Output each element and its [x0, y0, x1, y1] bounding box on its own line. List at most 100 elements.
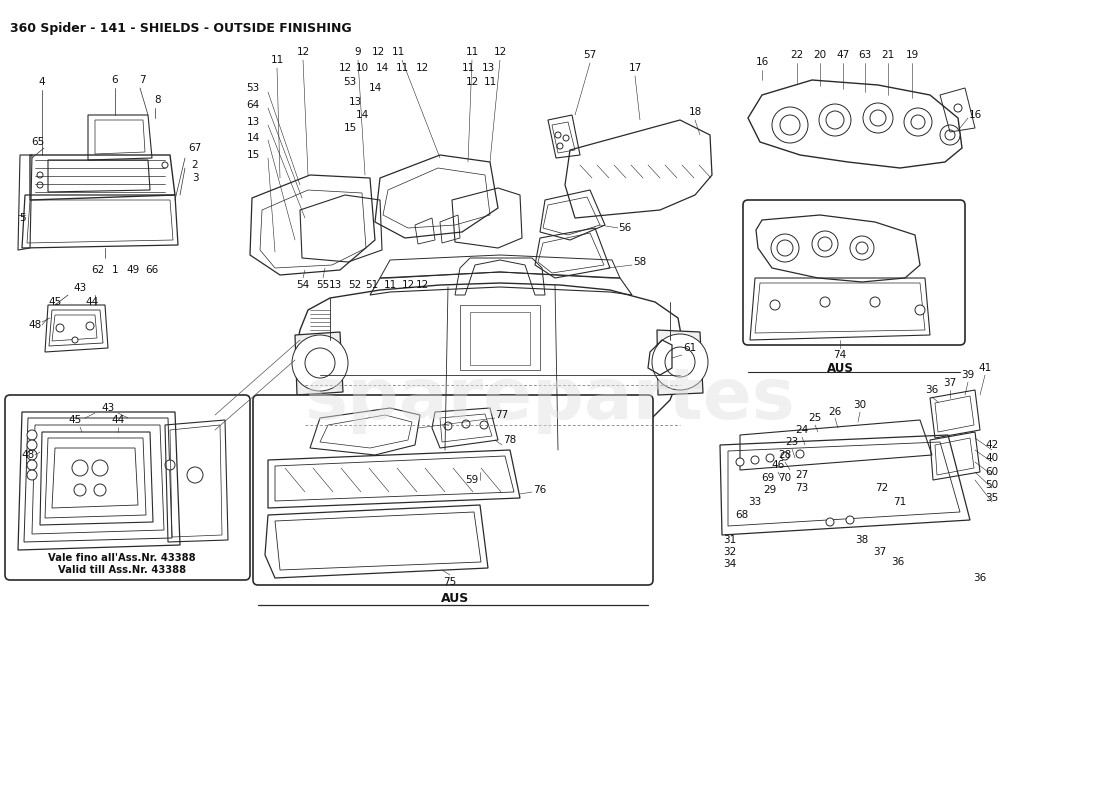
Circle shape [187, 467, 204, 483]
Text: 12: 12 [416, 280, 429, 290]
Text: 37: 37 [873, 547, 887, 557]
Text: 67: 67 [188, 143, 201, 153]
Text: 37: 37 [944, 378, 957, 388]
Text: 38: 38 [856, 535, 869, 545]
Text: 8: 8 [155, 95, 162, 105]
Text: 62: 62 [91, 265, 104, 275]
Text: Vale fino all'Ass.Nr. 43388: Vale fino all'Ass.Nr. 43388 [48, 553, 196, 563]
Text: 39: 39 [961, 370, 975, 380]
Text: 15: 15 [246, 150, 260, 160]
Circle shape [462, 420, 470, 428]
Text: 27: 27 [795, 470, 808, 480]
Circle shape [812, 231, 838, 257]
Text: 11: 11 [271, 55, 284, 65]
Text: 35: 35 [986, 493, 999, 503]
Text: 61: 61 [683, 343, 696, 353]
Text: 12: 12 [296, 47, 309, 57]
Text: 54: 54 [296, 280, 309, 290]
Text: 360 Spider - 141 - SHIELDS - OUTSIDE FINISHING: 360 Spider - 141 - SHIELDS - OUTSIDE FIN… [10, 22, 352, 35]
Circle shape [870, 110, 886, 126]
Text: 13: 13 [246, 117, 260, 127]
Circle shape [56, 324, 64, 332]
Text: 70: 70 [779, 473, 792, 483]
Text: 32: 32 [724, 547, 737, 557]
Text: 11: 11 [465, 47, 478, 57]
Circle shape [92, 460, 108, 476]
Text: 72: 72 [876, 483, 889, 493]
Text: 45: 45 [48, 297, 62, 307]
Circle shape [557, 143, 563, 149]
Text: 11: 11 [461, 63, 474, 73]
Circle shape [751, 456, 759, 464]
Circle shape [945, 130, 955, 140]
Circle shape [820, 297, 830, 307]
Circle shape [911, 115, 925, 129]
Text: 11: 11 [392, 47, 405, 57]
Text: 47: 47 [836, 50, 849, 60]
Circle shape [305, 348, 336, 378]
FancyBboxPatch shape [6, 395, 250, 580]
Circle shape [74, 484, 86, 496]
Circle shape [94, 484, 106, 496]
Circle shape [37, 172, 43, 178]
Text: 31: 31 [724, 535, 737, 545]
Text: 52: 52 [349, 280, 362, 290]
Text: 12: 12 [372, 47, 385, 57]
Text: 24: 24 [795, 425, 808, 435]
Text: 34: 34 [724, 559, 737, 569]
Text: 55: 55 [317, 280, 330, 290]
Polygon shape [657, 330, 703, 395]
Circle shape [652, 334, 708, 390]
Text: 75: 75 [443, 577, 456, 587]
Text: 58: 58 [634, 257, 647, 267]
Text: 48: 48 [21, 450, 34, 460]
Text: 68: 68 [736, 510, 749, 520]
Text: 5: 5 [19, 213, 25, 223]
Text: 4: 4 [39, 77, 45, 87]
Text: 36: 36 [891, 557, 904, 567]
Circle shape [563, 135, 569, 141]
Circle shape [28, 450, 37, 460]
Circle shape [28, 430, 37, 440]
Circle shape [826, 111, 844, 129]
Text: 12: 12 [402, 280, 415, 290]
Text: 11: 11 [483, 77, 496, 87]
Text: 56: 56 [618, 223, 631, 233]
Circle shape [165, 460, 175, 470]
Text: 71: 71 [893, 497, 906, 507]
Polygon shape [295, 332, 343, 395]
Text: 7: 7 [139, 75, 145, 85]
Circle shape [780, 115, 800, 135]
Text: 11: 11 [395, 63, 408, 73]
Circle shape [826, 518, 834, 526]
Circle shape [772, 107, 808, 143]
Text: 12: 12 [339, 63, 352, 73]
Text: 20: 20 [813, 50, 826, 60]
Text: 42: 42 [986, 440, 999, 450]
Text: 69: 69 [761, 473, 774, 483]
Text: 77: 77 [495, 410, 508, 420]
Text: 33: 33 [748, 497, 761, 507]
Circle shape [771, 234, 799, 262]
Text: 6: 6 [112, 75, 119, 85]
Text: 12: 12 [416, 63, 429, 73]
Text: 48: 48 [29, 320, 42, 330]
Circle shape [870, 297, 880, 307]
Circle shape [72, 337, 78, 343]
Circle shape [72, 460, 88, 476]
Text: 64: 64 [246, 100, 260, 110]
Text: 65: 65 [32, 137, 45, 147]
Text: 18: 18 [689, 107, 702, 117]
Text: Valid till Ass.Nr. 43388: Valid till Ass.Nr. 43388 [58, 565, 186, 575]
Text: 14: 14 [246, 133, 260, 143]
Text: 19: 19 [905, 50, 918, 60]
Circle shape [28, 440, 37, 450]
Text: 76: 76 [534, 485, 547, 495]
Circle shape [846, 516, 854, 524]
Text: AUS: AUS [441, 591, 469, 605]
Text: 43: 43 [101, 403, 114, 413]
Text: 21: 21 [881, 50, 894, 60]
Text: AUS: AUS [826, 362, 854, 374]
Text: 44: 44 [111, 415, 124, 425]
Circle shape [818, 237, 832, 251]
